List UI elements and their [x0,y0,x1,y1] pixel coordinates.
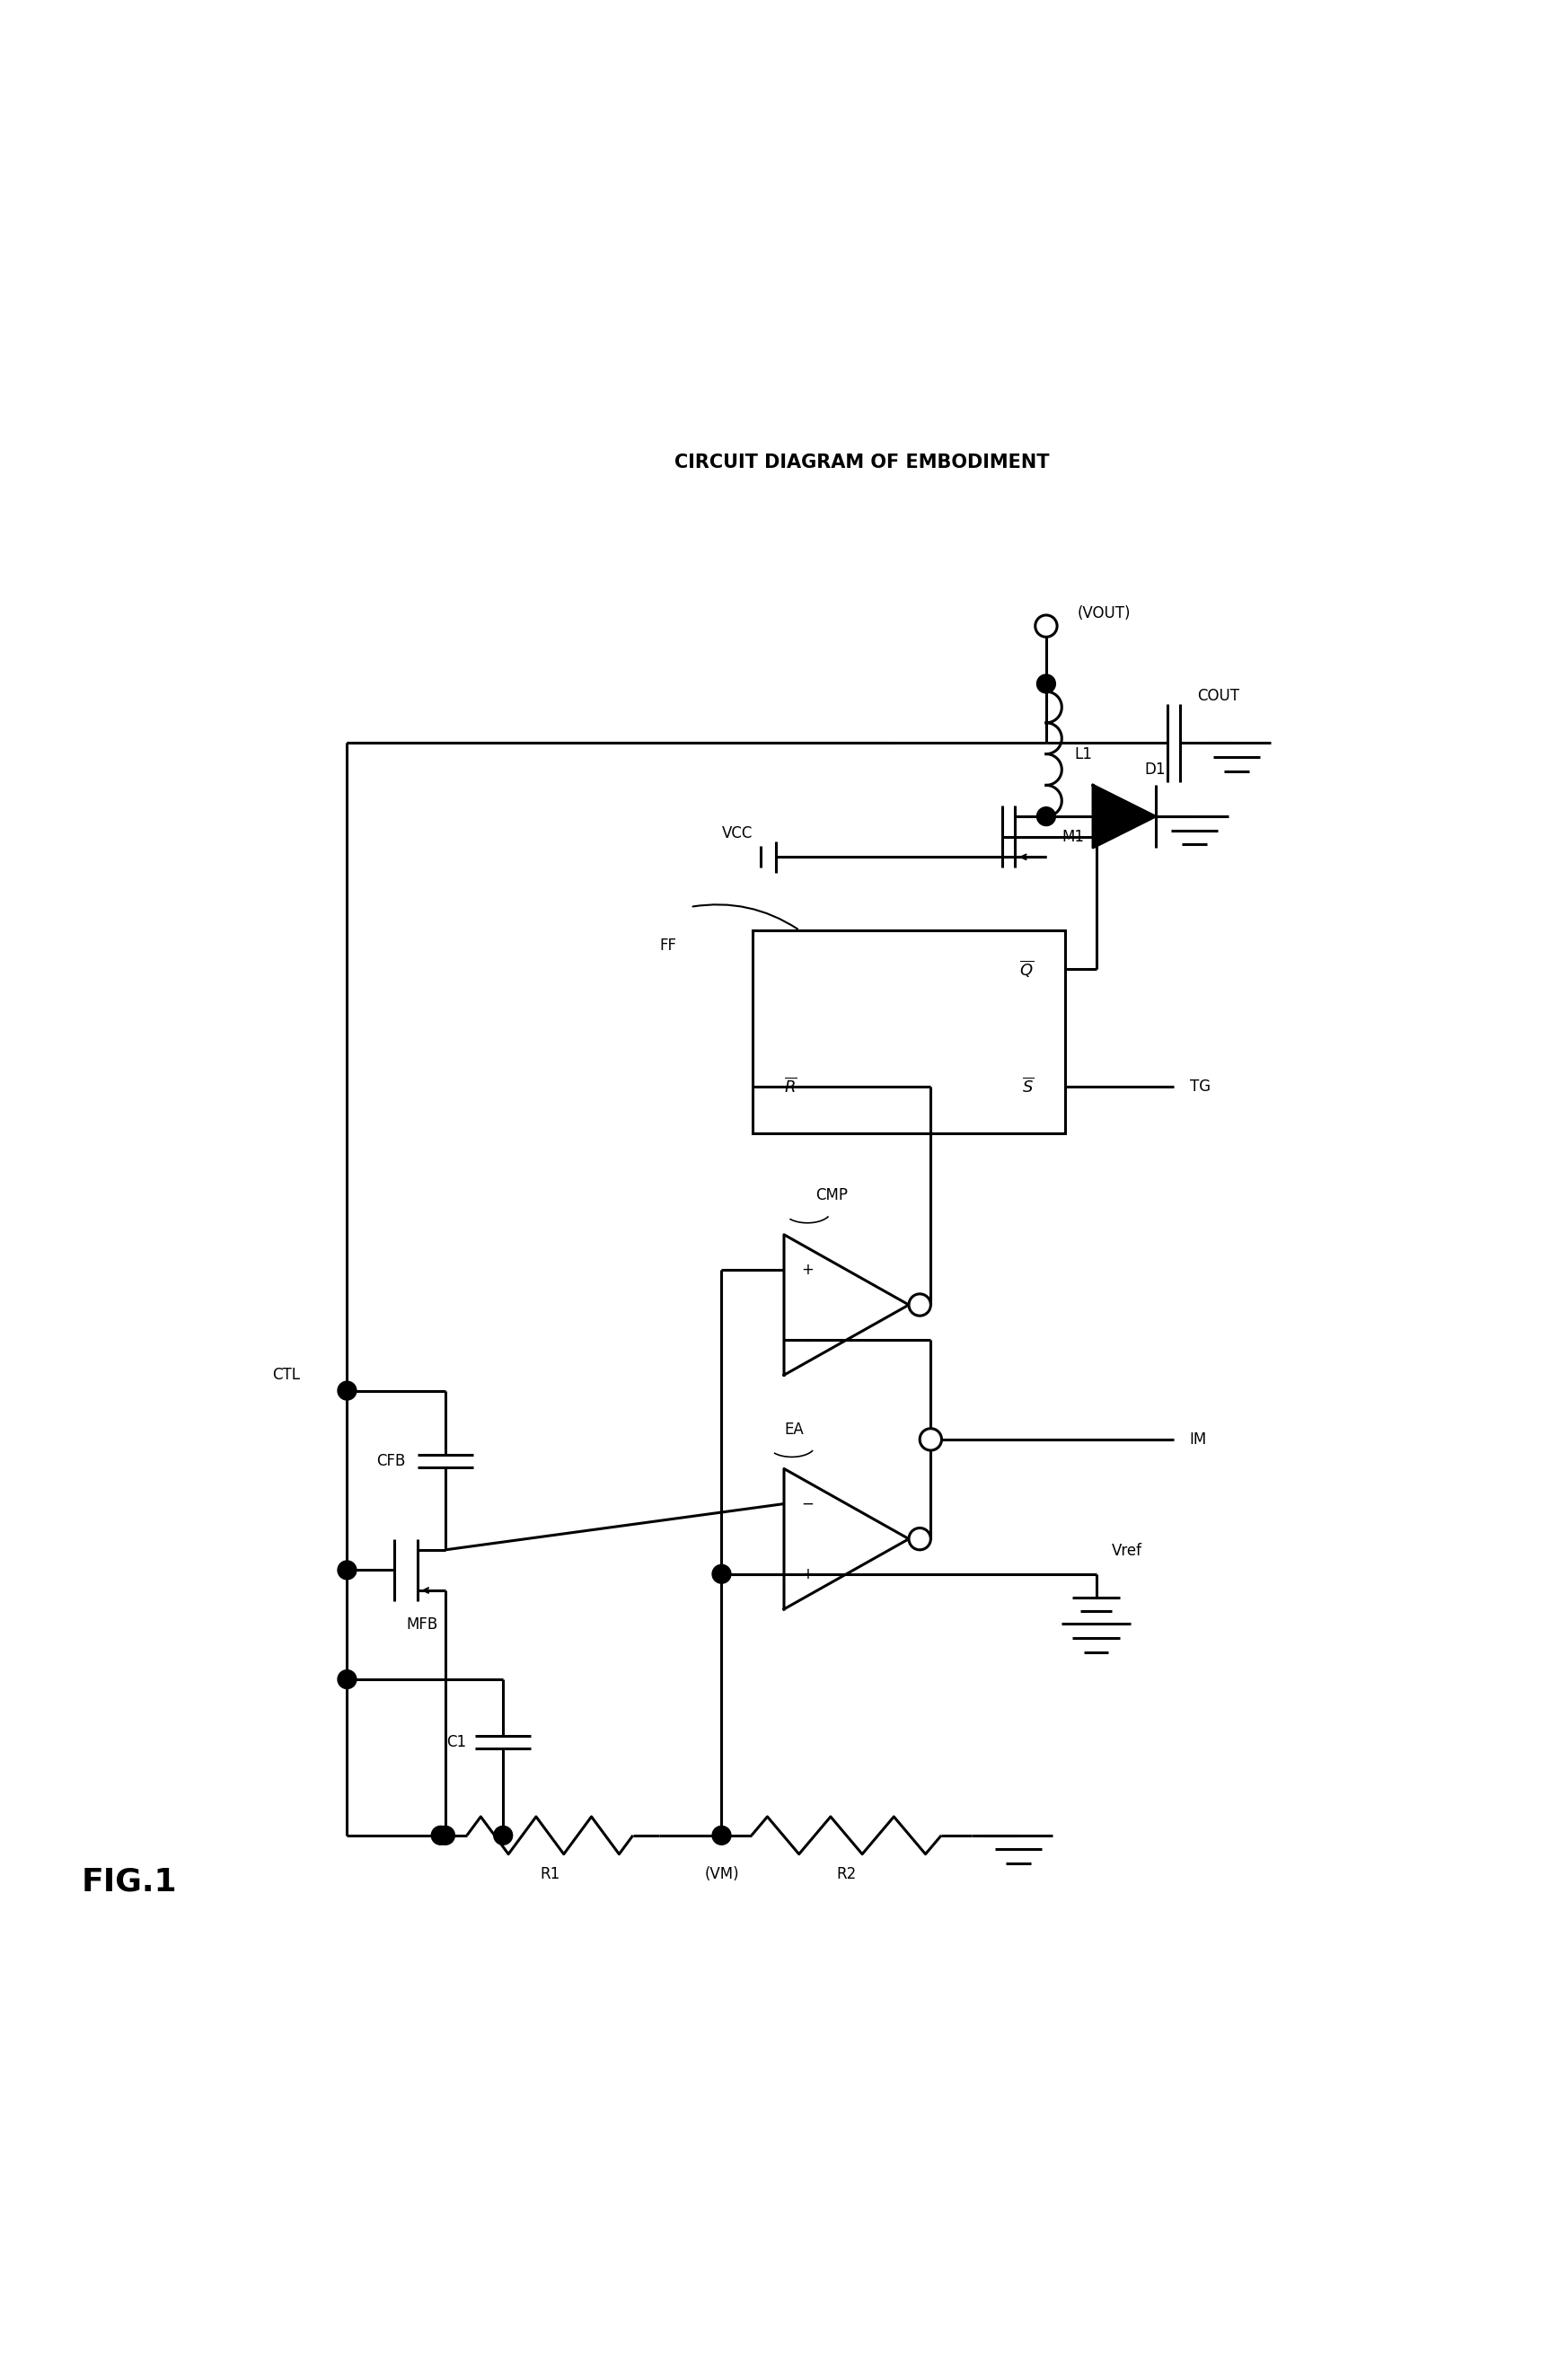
Text: $\overline{R}$: $\overline{R}$ [784,1076,797,1095]
Circle shape [1036,807,1055,826]
Bar [753,930,1065,1133]
Text: (VM): (VM) [704,1867,739,1883]
Text: D1: D1 [1145,762,1167,779]
Text: COUT: COUT [1198,689,1240,703]
Text: CFB: CFB [376,1454,405,1468]
Circle shape [1035,616,1057,637]
Circle shape [337,1381,356,1399]
Text: Vref: Vref [1112,1543,1142,1558]
Text: EA: EA [784,1421,803,1437]
Circle shape [920,1428,942,1451]
Text: −: − [801,1331,814,1348]
Text: MFB: MFB [406,1617,437,1633]
Text: +: + [801,1567,814,1581]
Circle shape [494,1827,513,1846]
Text: M1: M1 [1062,828,1083,845]
Circle shape [337,1560,356,1579]
Text: (VOUT): (VOUT) [1077,607,1131,621]
Text: CIRCUIT DIAGRAM OF EMBODIMENT: CIRCUIT DIAGRAM OF EMBODIMENT [674,453,1049,472]
Circle shape [431,1827,450,1846]
Circle shape [909,1527,931,1551]
Text: CTL: CTL [273,1366,299,1383]
Text: VCC: VCC [721,826,753,843]
Text: FIG.1: FIG.1 [82,1867,177,1897]
Text: CMP: CMP [815,1187,848,1204]
Text: FF: FF [659,937,676,953]
Text: $\overline{S}$: $\overline{S}$ [1022,1076,1033,1095]
Text: R2: R2 [836,1867,856,1883]
Circle shape [1036,675,1055,694]
Circle shape [909,1293,931,1317]
Circle shape [337,1671,356,1690]
Text: TG: TG [1190,1079,1210,1095]
Polygon shape [1093,786,1156,847]
Text: C1: C1 [447,1735,466,1749]
Circle shape [712,1827,731,1846]
Circle shape [436,1827,455,1846]
Text: −: − [801,1496,814,1513]
Text: L1: L1 [1074,746,1091,762]
Text: IM: IM [1190,1433,1207,1447]
Circle shape [712,1565,731,1584]
Text: R1: R1 [539,1867,560,1883]
Text: $\overline{Q}$: $\overline{Q}$ [1019,958,1033,979]
Text: +: + [801,1263,814,1277]
